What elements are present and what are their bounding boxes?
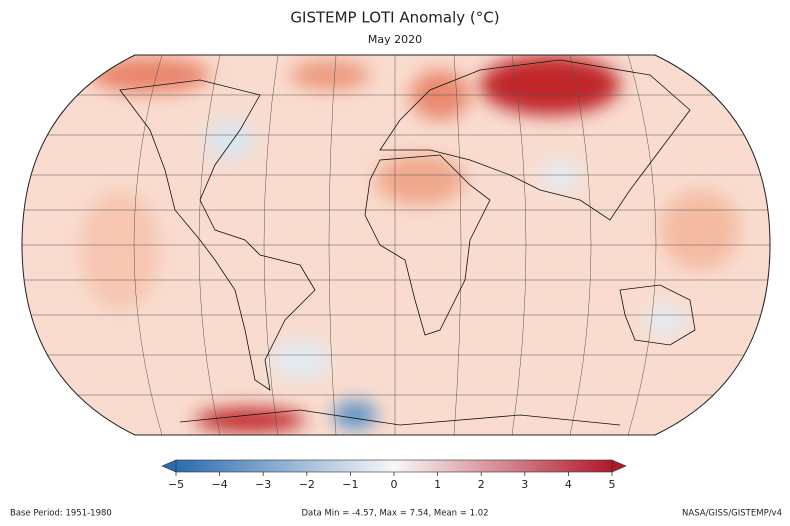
colorbar-bar bbox=[175, 459, 613, 473]
colorbar: −5 −4 −3 −2 −1 0 1 2 3 4 5 bbox=[161, 459, 627, 491]
colorbar-extend-low bbox=[161, 459, 177, 473]
colorbar-tick-label: 0 bbox=[391, 478, 398, 491]
colorbar-tick-label: −2 bbox=[299, 478, 315, 491]
colorbar-tick-label: −5 bbox=[168, 478, 184, 491]
footer-left: Base Period: 1951-1980 bbox=[10, 509, 112, 519]
colorbar-tick-label: 2 bbox=[478, 478, 485, 491]
colorbar-tick-label: 5 bbox=[609, 478, 616, 491]
colorbar-tick-label: 1 bbox=[434, 478, 441, 491]
colorbar-extend-high bbox=[611, 459, 627, 473]
footer-center: Data Min = -4.57, Max = 7.54, Mean = 1.0… bbox=[301, 509, 488, 519]
map-border bbox=[21, 54, 771, 436]
colorbar-tick-label: −4 bbox=[211, 478, 227, 491]
colorbar-tick-label: −1 bbox=[342, 478, 358, 491]
colorbar-tick-label: 3 bbox=[521, 478, 528, 491]
colorbar-tick-label: −3 bbox=[255, 478, 271, 491]
title: GISTEMP LOTI Anomaly (°C) bbox=[290, 9, 499, 27]
subtitle: May 2020 bbox=[368, 33, 422, 46]
map bbox=[22, 55, 770, 435]
colorbar-tick-label: 4 bbox=[565, 478, 572, 491]
footer-right: NASA/GISS/GISTEMP/v4 bbox=[682, 509, 782, 519]
